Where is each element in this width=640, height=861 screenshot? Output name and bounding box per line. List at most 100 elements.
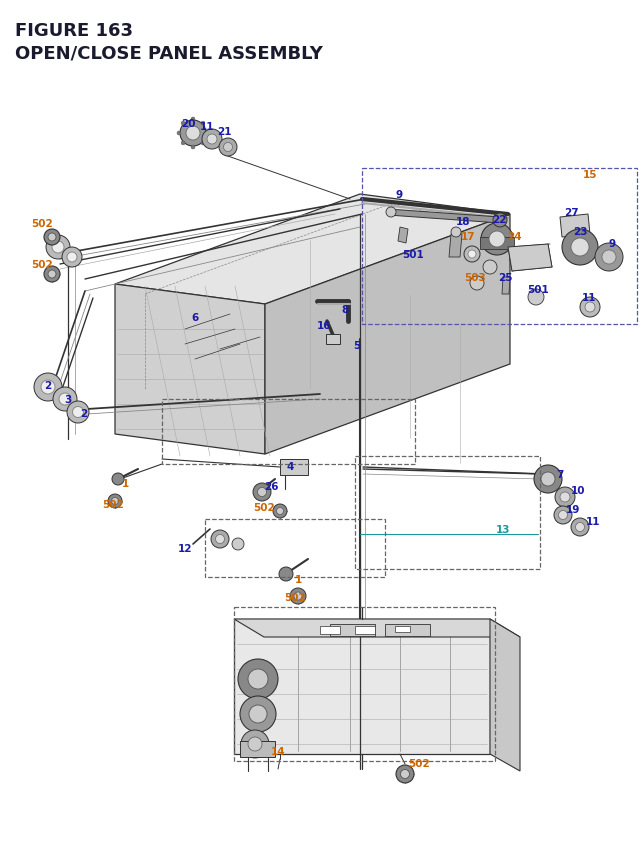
Circle shape xyxy=(52,242,64,254)
Circle shape xyxy=(555,487,575,507)
Text: 23: 23 xyxy=(573,226,588,237)
Circle shape xyxy=(451,228,461,238)
Circle shape xyxy=(201,142,205,146)
Text: 501: 501 xyxy=(527,285,549,294)
Circle shape xyxy=(595,244,623,272)
Circle shape xyxy=(67,401,89,424)
Circle shape xyxy=(202,130,222,150)
Text: 1: 1 xyxy=(294,574,301,585)
Text: 16: 16 xyxy=(317,320,332,331)
Circle shape xyxy=(211,530,229,548)
Circle shape xyxy=(470,276,484,291)
Text: 2: 2 xyxy=(81,408,88,418)
Bar xyxy=(385,624,430,636)
Circle shape xyxy=(534,466,562,493)
Text: 502: 502 xyxy=(31,219,53,229)
Text: 25: 25 xyxy=(498,273,512,282)
Circle shape xyxy=(46,236,70,260)
Polygon shape xyxy=(449,235,462,257)
Circle shape xyxy=(559,511,568,520)
Text: FIGURE 163: FIGURE 163 xyxy=(15,22,133,40)
Bar xyxy=(355,626,375,635)
Text: 1: 1 xyxy=(122,479,129,488)
Polygon shape xyxy=(398,228,408,244)
Circle shape xyxy=(223,143,232,152)
Circle shape xyxy=(580,298,600,318)
Text: 9: 9 xyxy=(609,238,616,249)
Bar xyxy=(395,626,410,632)
Circle shape xyxy=(205,132,209,136)
Text: 503: 503 xyxy=(464,273,486,282)
Circle shape xyxy=(72,407,83,418)
Text: 10: 10 xyxy=(571,486,585,495)
Circle shape xyxy=(59,393,71,406)
Text: 11: 11 xyxy=(200,122,214,132)
Text: 501: 501 xyxy=(402,250,424,260)
Polygon shape xyxy=(115,285,265,455)
Circle shape xyxy=(191,118,195,122)
Circle shape xyxy=(273,505,287,518)
Text: 12: 12 xyxy=(178,543,192,554)
Circle shape xyxy=(67,253,77,263)
Text: 502: 502 xyxy=(408,759,430,768)
Circle shape xyxy=(62,248,82,268)
Circle shape xyxy=(602,251,616,264)
Text: 502: 502 xyxy=(253,503,275,512)
Circle shape xyxy=(186,127,200,141)
Text: 13: 13 xyxy=(496,524,510,535)
Circle shape xyxy=(464,247,480,263)
Bar xyxy=(330,624,375,636)
Circle shape xyxy=(219,139,237,157)
Text: 6: 6 xyxy=(191,313,198,323)
Text: 7: 7 xyxy=(556,469,564,480)
Text: 15: 15 xyxy=(583,170,597,180)
Circle shape xyxy=(232,538,244,550)
Text: 27: 27 xyxy=(564,208,579,218)
Text: 2: 2 xyxy=(44,381,52,391)
Polygon shape xyxy=(234,619,520,637)
Text: 3: 3 xyxy=(65,394,72,405)
Circle shape xyxy=(181,122,185,126)
Circle shape xyxy=(240,697,276,732)
Text: OPEN/CLOSE PANEL ASSEMBLY: OPEN/CLOSE PANEL ASSEMBLY xyxy=(15,45,323,63)
Circle shape xyxy=(48,270,56,279)
Circle shape xyxy=(554,506,572,524)
Circle shape xyxy=(571,238,589,257)
Circle shape xyxy=(386,208,396,218)
Circle shape xyxy=(248,737,262,751)
Text: 22: 22 xyxy=(492,214,506,225)
Polygon shape xyxy=(508,245,552,272)
Circle shape xyxy=(180,121,206,147)
Circle shape xyxy=(181,142,185,146)
Text: 17: 17 xyxy=(461,232,476,242)
Circle shape xyxy=(294,592,302,600)
Circle shape xyxy=(191,146,195,150)
Circle shape xyxy=(396,765,414,784)
Circle shape xyxy=(560,492,570,503)
Circle shape xyxy=(248,669,268,689)
Text: 26: 26 xyxy=(264,481,278,492)
Text: 9: 9 xyxy=(396,189,403,200)
Polygon shape xyxy=(480,238,514,250)
Circle shape xyxy=(216,535,225,544)
Circle shape xyxy=(562,230,598,266)
Circle shape xyxy=(48,233,56,242)
Circle shape xyxy=(571,518,589,536)
Circle shape xyxy=(112,474,124,486)
Text: 5: 5 xyxy=(353,341,360,350)
Polygon shape xyxy=(240,741,275,757)
Text: 502: 502 xyxy=(31,260,53,269)
Circle shape xyxy=(528,289,544,306)
Circle shape xyxy=(585,303,595,313)
Circle shape xyxy=(241,730,269,759)
Circle shape xyxy=(483,261,497,275)
Text: 502: 502 xyxy=(102,499,124,510)
Circle shape xyxy=(401,770,410,778)
Circle shape xyxy=(34,374,62,401)
Circle shape xyxy=(177,132,181,136)
Text: 19: 19 xyxy=(566,505,580,514)
Circle shape xyxy=(111,498,118,505)
Circle shape xyxy=(238,660,278,699)
Circle shape xyxy=(290,588,306,604)
Text: 8: 8 xyxy=(341,305,349,314)
